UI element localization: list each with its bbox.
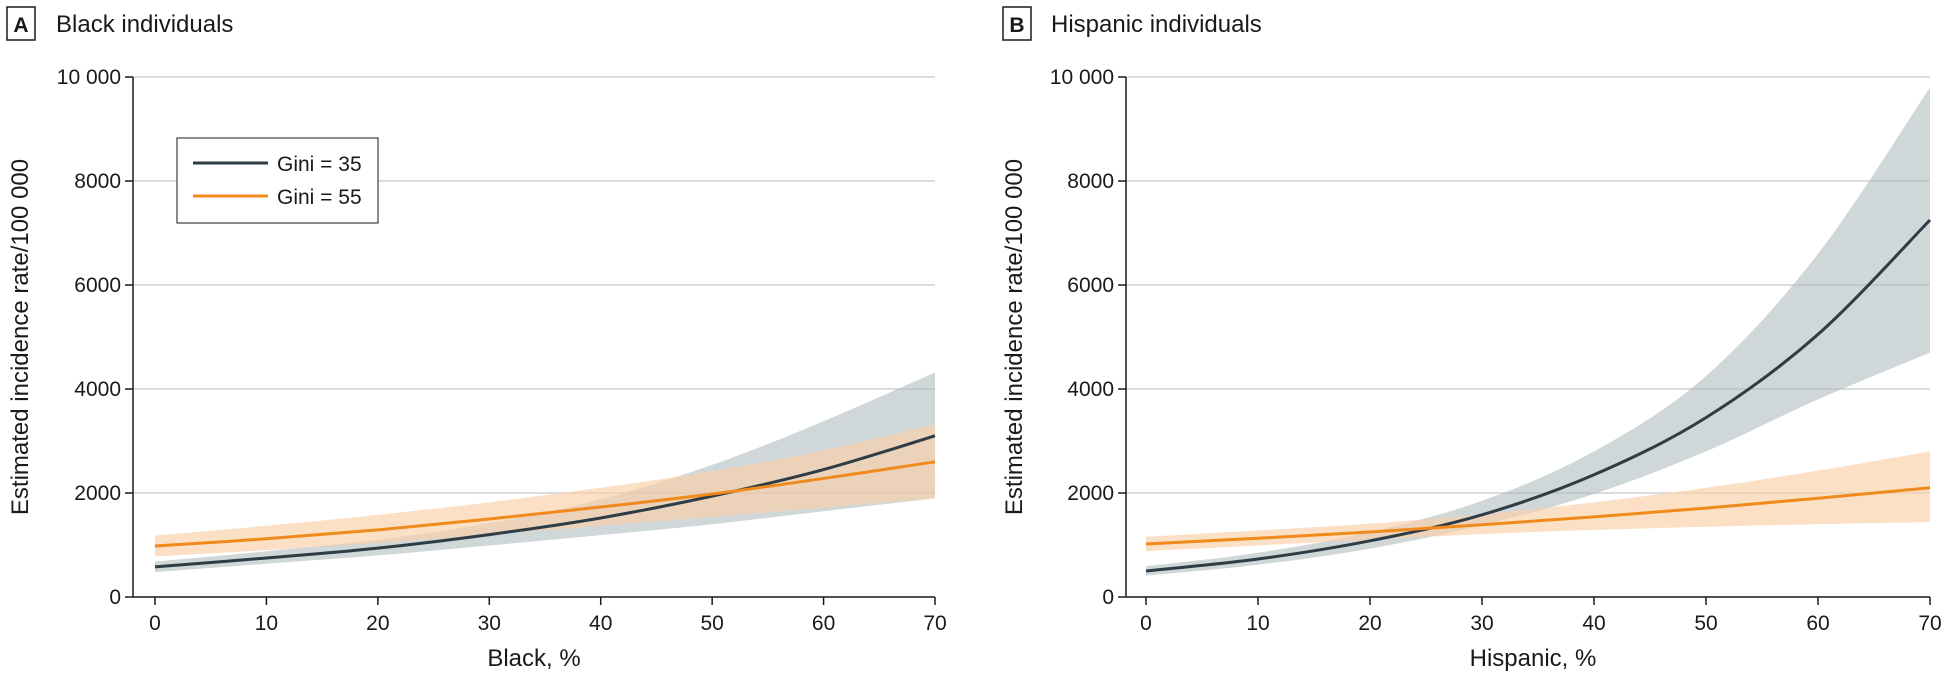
legend-label-gini-55: Gini = 55 xyxy=(277,186,362,209)
x-axis-label: Hispanic, % xyxy=(1470,645,1597,672)
x-tick-label: 40 xyxy=(1582,612,1605,635)
x-tick-label: 60 xyxy=(812,612,835,635)
x-tick-label: 70 xyxy=(923,612,946,635)
y-tick-label: 0 xyxy=(1102,586,1114,609)
y-tick-label: 10 000 xyxy=(57,66,121,89)
series-line-gini-55 xyxy=(154,460,936,548)
x-tick-label: 20 xyxy=(366,612,389,635)
confidence-bands xyxy=(1146,87,1930,576)
x-tick-label: 70 xyxy=(1918,612,1941,635)
x-tick-label: 30 xyxy=(478,612,501,635)
y-tick-label: 4000 xyxy=(1067,378,1114,401)
y-tick-label: 6000 xyxy=(1067,274,1114,297)
confidence-bands xyxy=(155,372,935,573)
x-tick-label: 10 xyxy=(1246,612,1269,635)
confidence-band-gini-55 xyxy=(155,424,935,557)
y-tick-label: 8000 xyxy=(74,170,121,193)
panel-letter-box xyxy=(6,6,36,41)
x-ticks: 0 10 20 30 40 50 60 70 xyxy=(1140,597,1942,635)
series-lines xyxy=(154,434,936,569)
panel-b: B Hispanic individuals 0 10 20 30 40 50 60 70 0… xyxy=(1001,6,1942,672)
x-tick-label: 30 xyxy=(1470,612,1493,635)
panel-letter: B xyxy=(1009,14,1024,37)
x-tick-label: 0 xyxy=(149,612,161,635)
y-ticks: 0 2000 4000 6000 8000 10 000 xyxy=(57,66,133,609)
y-tick-label: 0 xyxy=(109,586,121,609)
y-tick-label: 6000 xyxy=(74,274,121,297)
y-axis-label: Estimated incidence rate/100 000 xyxy=(7,159,34,515)
series-line-gini-35 xyxy=(154,434,936,569)
legend: Gini = 35 Gini = 55 xyxy=(176,137,379,224)
panel-a: A Black individuals 0 10 20 30 40 50 60 70 0 200… xyxy=(6,6,947,672)
y-tick-label: 10 000 xyxy=(1050,66,1114,89)
y-ticks: 0 2000 4000 6000 8000 10 000 xyxy=(1050,66,1126,609)
panel-letter-box xyxy=(1002,6,1032,41)
x-tick-label: 60 xyxy=(1806,612,1829,635)
x-ticks: 0 10 20 30 40 50 60 70 xyxy=(149,597,947,635)
confidence-band-gini-55 xyxy=(1146,451,1930,552)
series-lines xyxy=(1145,218,1932,573)
y-tick-label: 2000 xyxy=(1067,482,1114,505)
y-tick-label: 2000 xyxy=(74,482,121,505)
series-line-gini-55 xyxy=(1145,486,1931,546)
panel-title: Black individuals xyxy=(56,11,233,38)
x-tick-label: 50 xyxy=(700,612,723,635)
y-tick-label: 8000 xyxy=(1067,170,1114,193)
y-tick-label: 4000 xyxy=(74,378,121,401)
panel-title: Hispanic individuals xyxy=(1051,11,1262,38)
x-tick-label: 20 xyxy=(1358,612,1381,635)
legend-label-gini-35: Gini = 35 xyxy=(277,153,362,176)
legend-box xyxy=(176,137,379,224)
y-axis-label: Estimated incidence rate/100 000 xyxy=(1001,159,1028,515)
panel-letter: A xyxy=(13,14,28,37)
x-tick-label: 50 xyxy=(1694,612,1717,635)
series-line-gini-35 xyxy=(1145,218,1932,573)
x-axis-label: Black, % xyxy=(487,645,580,672)
confidence-band-gini-35 xyxy=(1146,87,1930,576)
x-tick-label: 0 xyxy=(1140,612,1152,635)
x-tick-label: 40 xyxy=(589,612,612,635)
x-tick-label: 10 xyxy=(255,612,278,635)
